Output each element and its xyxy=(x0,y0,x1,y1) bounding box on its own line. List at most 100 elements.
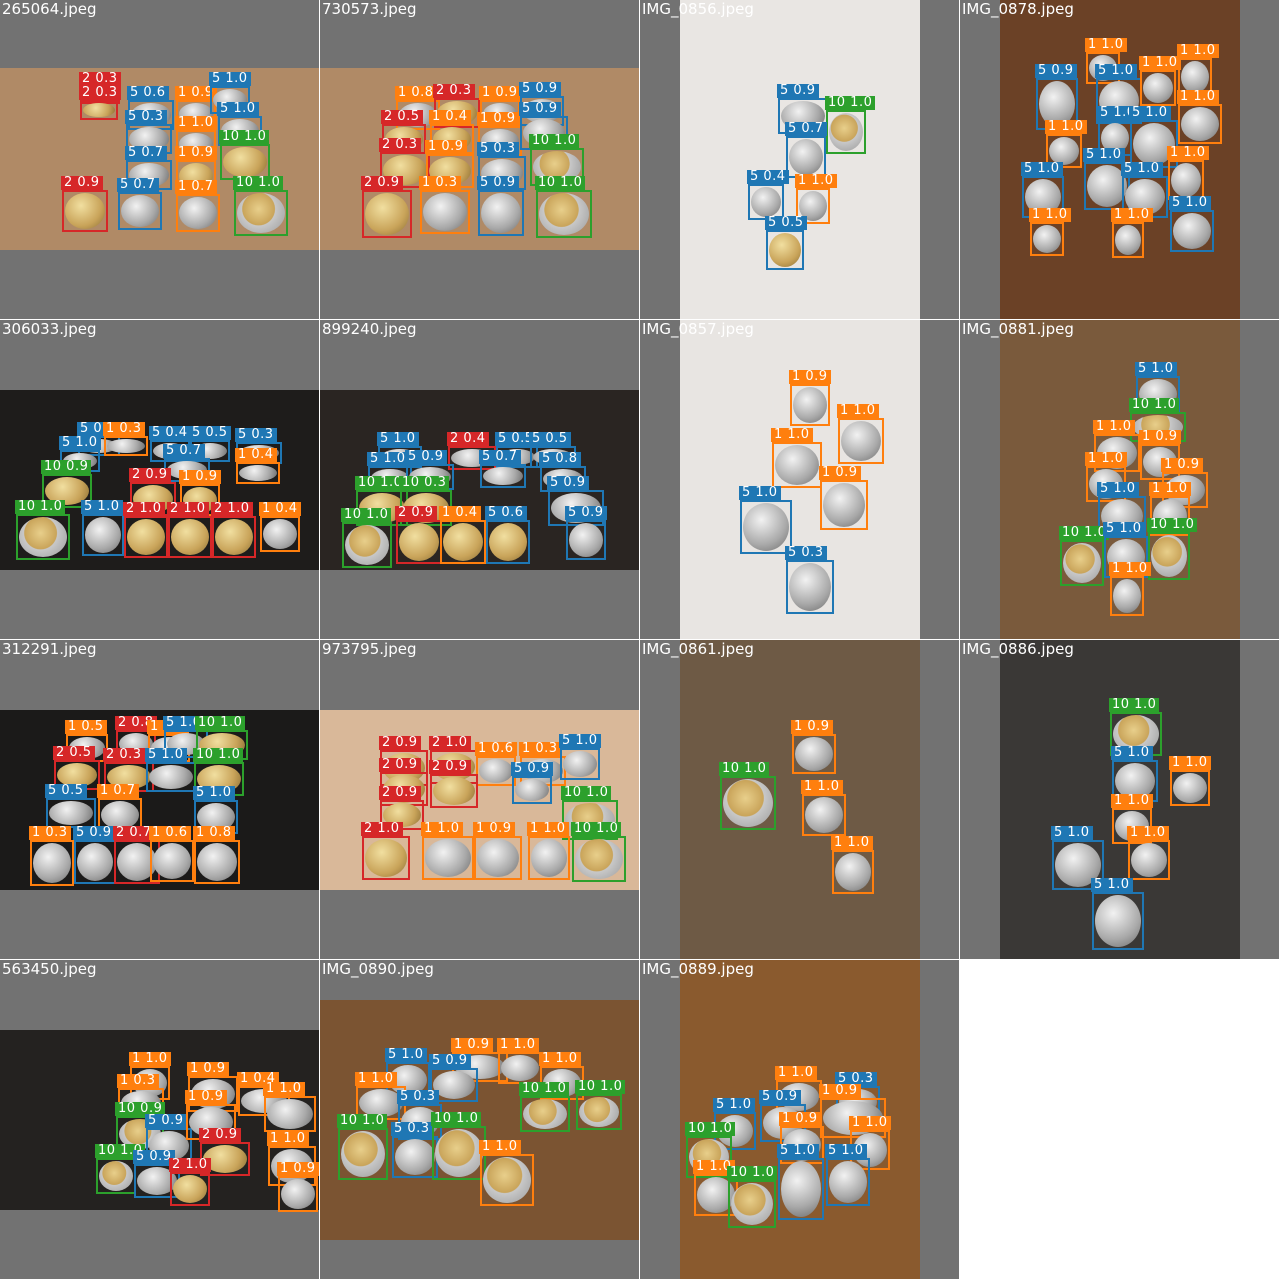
detection-label: 5 1.0 xyxy=(163,716,205,730)
detection-label: 1 0.9 xyxy=(1139,430,1181,444)
detection-label: 5 0.3 xyxy=(397,1090,439,1104)
detection-label: 5 0.3 xyxy=(477,142,519,156)
result-tile: 899240.jpeg 5 1.0 2 0.4 5 0.5 5 0.5 5 1.0 5 0.… xyxy=(320,320,639,639)
detection-label: 5 0.9 xyxy=(519,102,561,116)
detection-label: 5 1.0 xyxy=(1091,878,1133,892)
detection-label: 10 1.0 xyxy=(685,1122,736,1136)
coin xyxy=(751,187,781,217)
detection-label: 2 0.9 xyxy=(361,176,403,190)
detection-label: 10 1.0 xyxy=(719,762,770,776)
coin xyxy=(1049,137,1079,165)
detection-label: 1 1.0 xyxy=(539,1052,581,1066)
detection-label: 1 0.9 xyxy=(175,146,217,160)
coin xyxy=(835,853,871,891)
detection-label: 2 1.0 xyxy=(361,822,403,836)
result-tile: IMG_0881.jpeg 5 1.0 10 1.0 1 1.0 1 0.9 1 1.0 1… xyxy=(960,320,1279,639)
coin xyxy=(523,1099,567,1129)
coin xyxy=(841,421,881,461)
detection-label: 5 0.3 xyxy=(835,1072,877,1086)
coin xyxy=(489,523,527,561)
detection-label: 5 1.0 xyxy=(145,748,187,762)
detection-label: 10 1.0 xyxy=(193,748,244,762)
detection-label: 1 0.3 xyxy=(29,826,71,840)
coin xyxy=(239,465,277,481)
detection-label: 1 1.0 xyxy=(1045,120,1087,134)
detection-label: 10 1.0 xyxy=(341,508,392,522)
coin xyxy=(501,1055,539,1081)
detection-box xyxy=(1110,576,1144,616)
coin xyxy=(179,197,217,229)
detection-box xyxy=(802,794,846,836)
detection-box xyxy=(720,776,776,830)
detection-label: 5 1.0 xyxy=(209,72,251,86)
detection-label: 5 1.0 xyxy=(1111,746,1153,760)
detection-label: 5 1.0 xyxy=(1051,826,1093,840)
detection-label: 2 0.3 xyxy=(79,86,121,100)
detection-label: 5 0.7 xyxy=(163,444,205,458)
file-name: 265064.jpeg xyxy=(2,0,97,18)
detection-label: 1 0.9 xyxy=(187,1062,229,1076)
coin xyxy=(281,1179,315,1209)
detection-box xyxy=(536,190,592,238)
detection-label: 10 1.0 xyxy=(431,1112,482,1126)
coin xyxy=(435,1129,483,1177)
detection-label: 1 0.9 xyxy=(425,140,467,154)
detection-label: 1 1.0 xyxy=(1085,452,1127,466)
detection-label: 10 0.9 xyxy=(41,460,92,474)
detection-label: 1 1.0 xyxy=(1111,208,1153,222)
coin xyxy=(743,503,789,551)
detection-box xyxy=(1046,134,1082,168)
detection-label: 1 1.0 xyxy=(1167,146,1209,160)
detection-box xyxy=(338,1128,388,1180)
file-name: IMG_0878.jpeg xyxy=(962,0,1074,18)
detection-label: 5 1.0 xyxy=(1021,162,1063,176)
detection-box xyxy=(1092,892,1144,950)
detection-box xyxy=(118,192,162,230)
coin xyxy=(1173,773,1207,803)
detection-label: 2 0.9 xyxy=(199,1128,241,1142)
coin xyxy=(215,519,253,555)
detection-label: 1 1.0 xyxy=(693,1160,735,1174)
coin xyxy=(1143,73,1173,103)
detection-label: 1 0.6 xyxy=(475,742,517,756)
detection-label: 5 0.4 xyxy=(149,426,191,440)
detection-box xyxy=(82,514,124,556)
detection-box xyxy=(486,520,530,564)
detection-label: 1 1.0 xyxy=(267,1132,309,1146)
detection-box xyxy=(124,516,168,558)
detection-label: 5 0.7 xyxy=(785,122,827,136)
coin xyxy=(793,387,827,423)
detection-box xyxy=(150,840,194,882)
detection-box xyxy=(796,188,830,224)
detection-label: 1 0.9 xyxy=(473,822,515,836)
detection-label: 2 0.7 xyxy=(113,826,155,840)
detection-box xyxy=(234,190,288,236)
detection-box xyxy=(1128,840,1170,880)
file-name: 899240.jpeg xyxy=(322,320,417,338)
detection-box xyxy=(576,1094,622,1130)
detection-box xyxy=(440,520,486,564)
detection-box xyxy=(74,840,116,884)
detection-label: 5 1.0 xyxy=(1129,106,1171,120)
detection-label: 1 1.0 xyxy=(421,822,463,836)
detection-label: 5 0.8 xyxy=(539,452,581,466)
coin xyxy=(33,843,71,883)
file-name: IMG_0889.jpeg xyxy=(642,960,754,978)
detection-label: 2 0.9 xyxy=(429,760,471,774)
detection-label: 5 1.0 xyxy=(1097,482,1139,496)
detection-label: 5 1.0 xyxy=(385,1048,427,1062)
coin xyxy=(781,1161,821,1217)
detection-label: 1 1.0 xyxy=(1109,562,1151,576)
detection-label: 1 0.3 xyxy=(419,176,461,190)
detection-box xyxy=(362,190,412,238)
detection-label: 1 0.9 xyxy=(179,470,221,484)
coin xyxy=(237,193,285,233)
coin xyxy=(171,519,209,555)
detection-label: 1 1.0 xyxy=(527,822,569,836)
coin xyxy=(399,523,439,561)
coin xyxy=(395,1139,435,1175)
coin xyxy=(539,193,589,235)
detection-label: 5 1.0 xyxy=(713,1098,755,1112)
detection-label: 1 1.0 xyxy=(1139,56,1181,70)
detection-label: 1 0.9 xyxy=(1161,458,1203,472)
